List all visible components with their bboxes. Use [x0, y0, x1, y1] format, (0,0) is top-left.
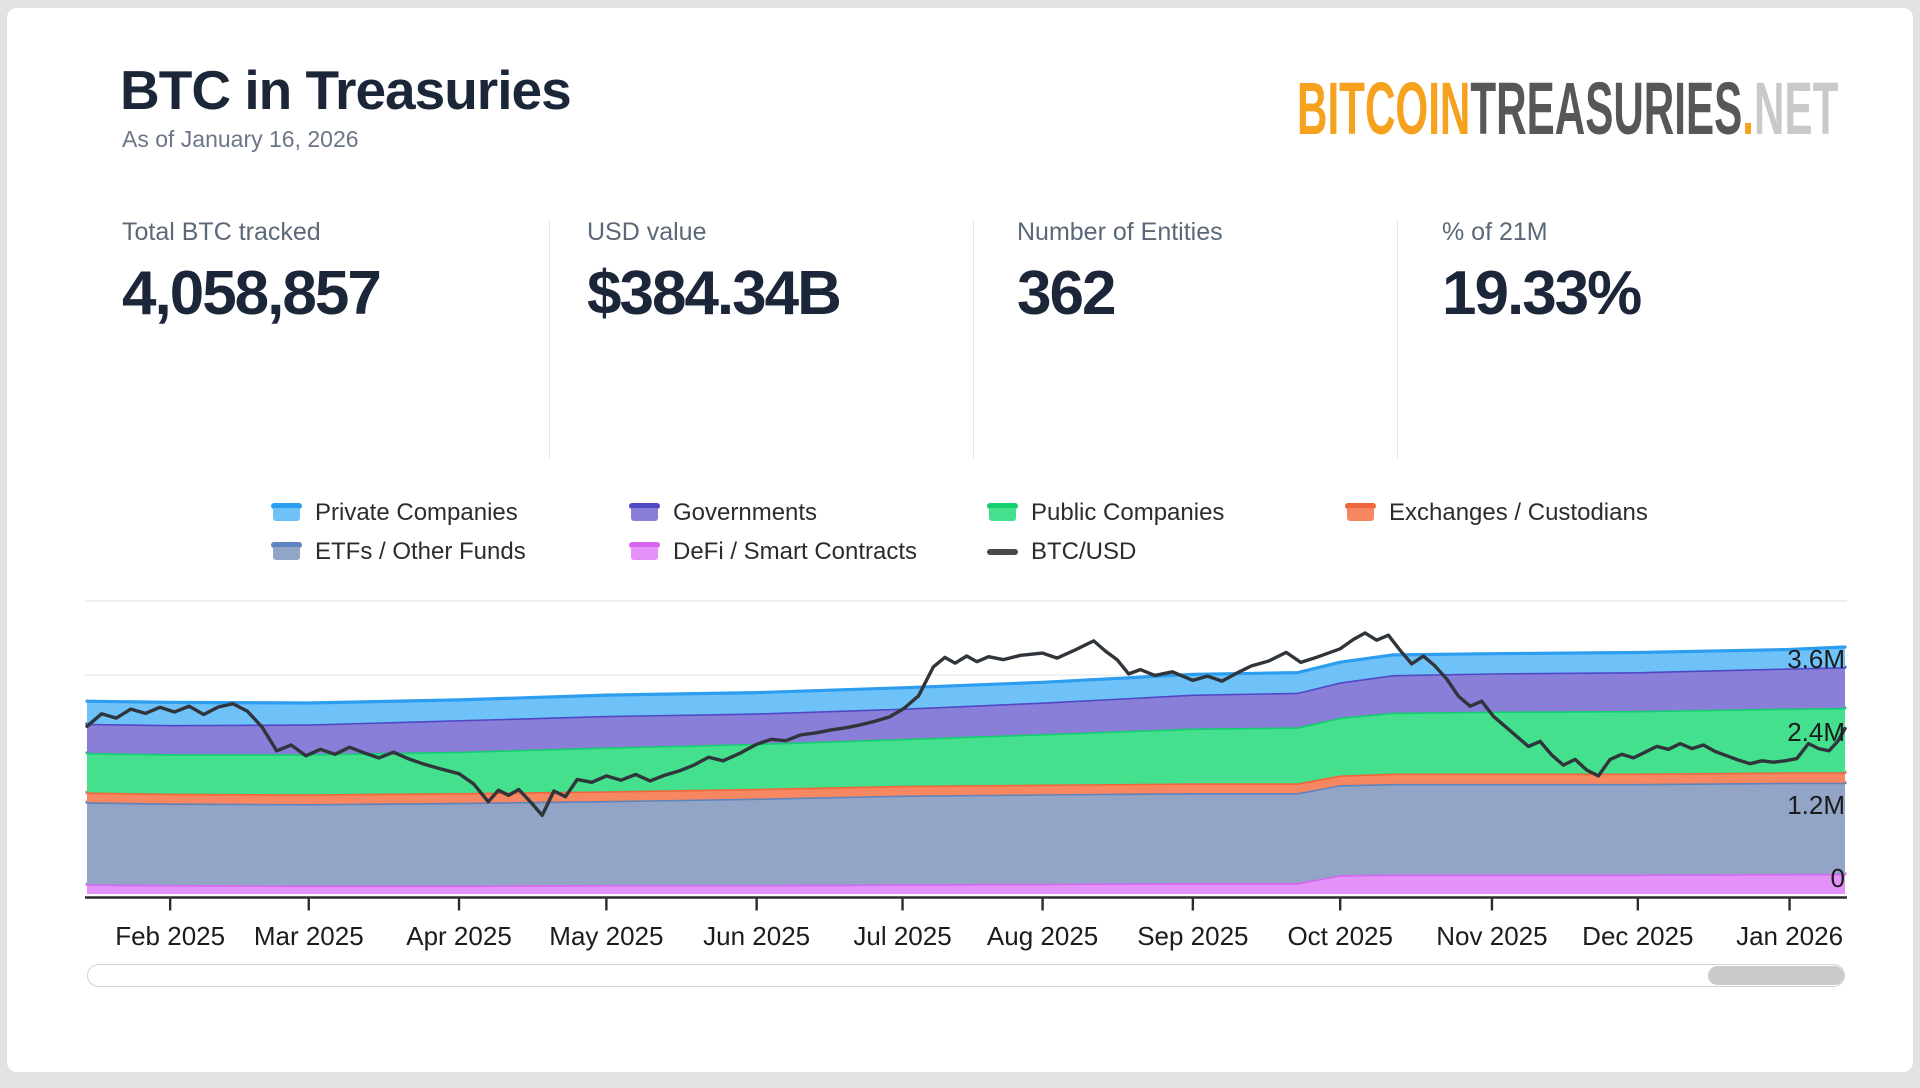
- x-axis-label: Jun 2025: [703, 921, 810, 951]
- x-axis-label: Apr 2025: [406, 921, 512, 951]
- x-axis-label: Dec 2025: [1582, 921, 1693, 951]
- chart-scrollbar-thumb[interactable]: [1708, 966, 1844, 985]
- y-axis-label: 2.4M: [1787, 717, 1845, 747]
- y-axis-label: 1.2M: [1787, 790, 1845, 820]
- x-axis-label: Mar 2025: [254, 921, 364, 951]
- x-axis-label: Aug 2025: [987, 921, 1098, 951]
- treasuries-stacked-area-chart[interactable]: 0 1.2M 2.4M 3.6M Feb 2025 Mar 2025 Apr 2025 May…: [7, 8, 1920, 1088]
- x-axis-label: Sep 2025: [1137, 921, 1248, 951]
- x-axis-label: Feb 2025: [115, 921, 225, 951]
- x-axis-label: Oct 2025: [1287, 921, 1393, 951]
- x-axis-label: Jan 2026: [1736, 921, 1843, 951]
- y-axis-label: 3.6M: [1787, 644, 1845, 674]
- x-axis-label: Nov 2025: [1436, 921, 1547, 951]
- x-axis-label: May 2025: [549, 921, 663, 951]
- chart-scrollbar-track[interactable]: [87, 964, 1845, 987]
- y-axis-label: 0: [1831, 863, 1845, 893]
- dashboard-card: BTC in Treasuries As of January 16, 2026…: [7, 8, 1913, 1072]
- x-axis-label: Jul 2025: [853, 921, 951, 951]
